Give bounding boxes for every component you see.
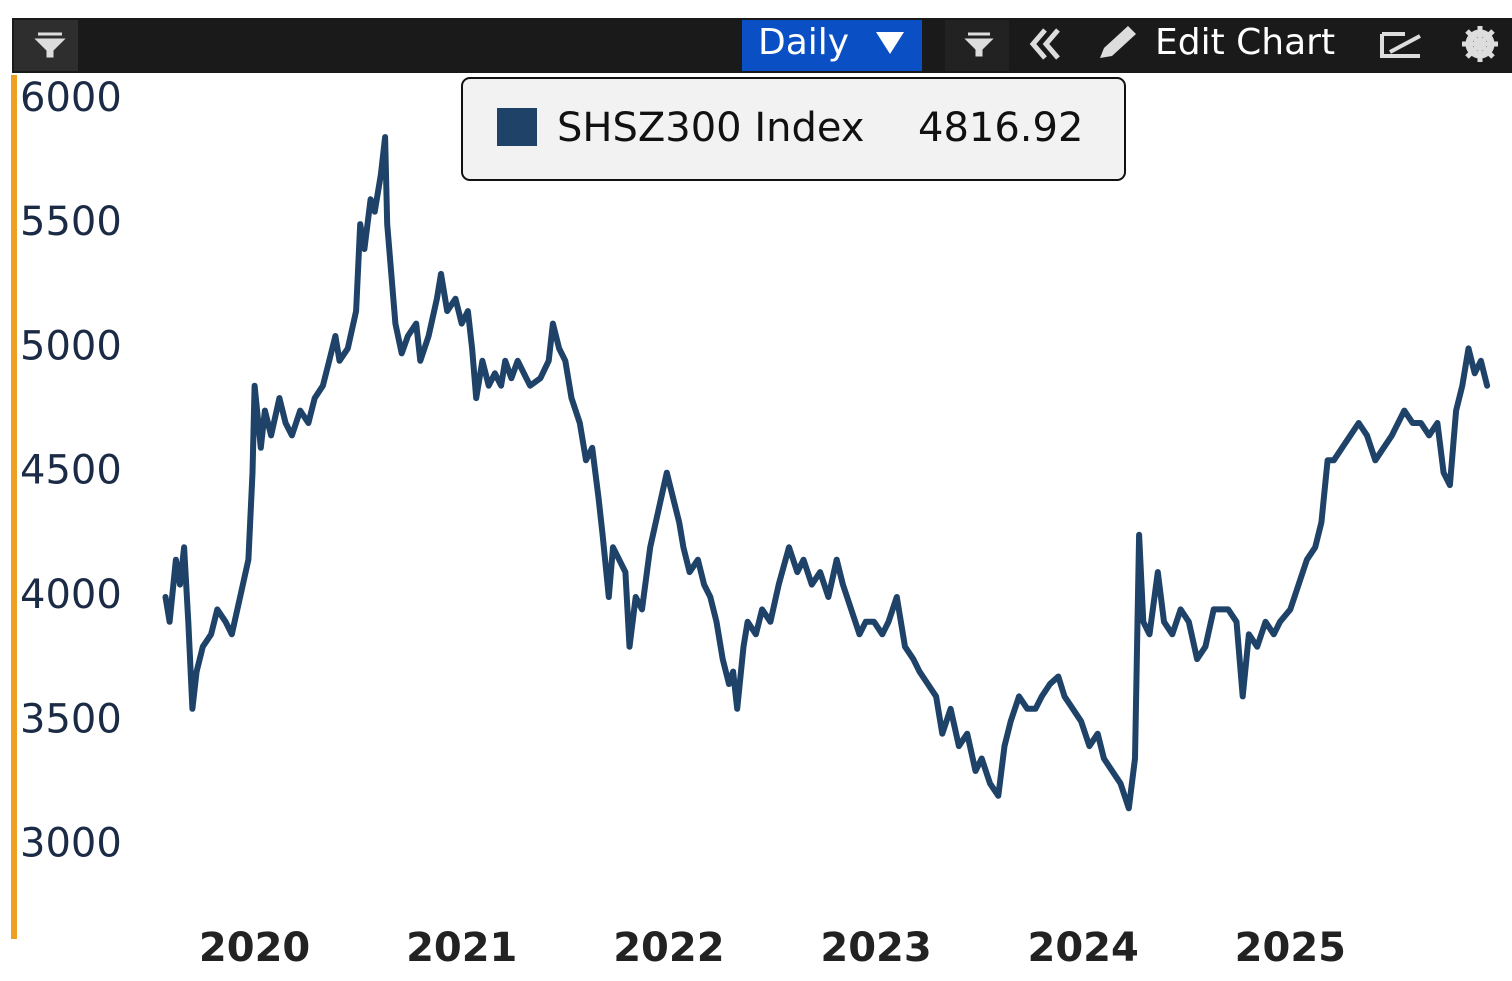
y-tick-label: 3000 [20, 821, 122, 867]
plot: 3000 3500 4000 4500 5000 5500 6000 2020 2021 2022… [20, 75, 1491, 971]
edit-chart-label[interactable]: Edit Chart [1155, 22, 1335, 63]
y-tick-label: 4500 [20, 448, 122, 494]
y-tick-label: 3500 [20, 696, 122, 742]
pencil-icon [1100, 26, 1136, 58]
x-tick-label: 2022 [613, 925, 724, 971]
dropdown-arrow [876, 32, 904, 54]
y-tick-label: 5000 [20, 323, 122, 369]
filter-icon [964, 32, 994, 57]
legend-value: 4816.92 [918, 105, 1083, 151]
series-line [162, 134, 1491, 812]
filter-icon [34, 32, 66, 58]
x-tick-label: 2021 [406, 925, 517, 971]
y-tick-label: 4000 [20, 572, 122, 618]
x-tick-label: 2024 [1028, 925, 1139, 971]
legend-label: SHSZ300 Index [557, 105, 864, 151]
legend-box [461, 77, 1126, 181]
annotate-icon[interactable] [1380, 32, 1421, 58]
x-tick-label: 2025 [1235, 925, 1346, 971]
legend-swatch [497, 108, 537, 146]
legend: SHSZ300 Index 4816.92 [461, 77, 1126, 181]
axis-accent [11, 75, 17, 939]
gear-teeth [1462, 26, 1498, 62]
toolbar: Daily Edit Chart [12, 18, 1512, 73]
x-tick-label: 2020 [199, 925, 310, 971]
y-tick-label: 5500 [20, 199, 122, 245]
y-tick-label: 6000 [20, 75, 122, 121]
back-icon[interactable] [1029, 28, 1060, 60]
x-tick-label: 2023 [820, 925, 931, 971]
settings-icon[interactable] [1462, 26, 1498, 62]
period-label: Daily [758, 22, 849, 63]
